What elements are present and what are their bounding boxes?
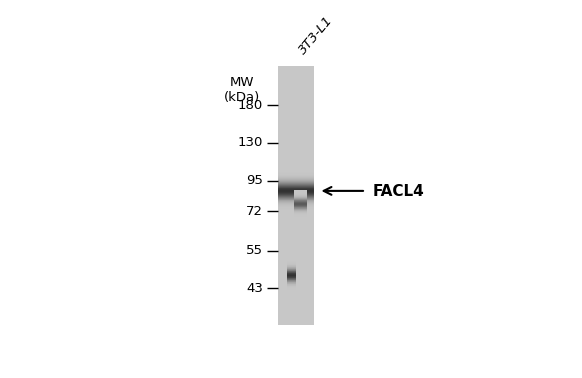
Bar [278, 194, 314, 195]
Bar [288, 270, 296, 271]
Bar [288, 276, 296, 277]
Bar [288, 277, 296, 278]
Bar [288, 283, 296, 284]
Bar [288, 289, 296, 290]
Bar [278, 177, 314, 178]
Bar [278, 203, 314, 204]
Bar [278, 206, 314, 207]
Bar [288, 264, 296, 265]
Bar [278, 190, 314, 191]
Text: FACL4: FACL4 [372, 184, 424, 199]
Bar [278, 193, 314, 194]
Bar [278, 199, 314, 200]
Bar [288, 272, 296, 273]
Bar [288, 282, 296, 283]
Bar [288, 284, 296, 285]
Bar [278, 187, 314, 188]
Bar [288, 263, 296, 264]
Bar [278, 192, 314, 193]
Bar [288, 265, 296, 266]
Bar [278, 197, 314, 198]
Bar [288, 271, 296, 272]
Bar [288, 261, 296, 262]
Bar [278, 207, 314, 208]
Bar [278, 196, 314, 197]
Bar [288, 281, 296, 282]
Bar [278, 172, 314, 173]
Bar [288, 280, 296, 281]
Bar [278, 176, 314, 177]
Bar [278, 180, 314, 181]
Bar [288, 274, 296, 275]
Bar [288, 288, 296, 289]
Bar [288, 260, 296, 261]
Bar [288, 266, 296, 267]
Bar [278, 179, 314, 180]
Bar [278, 201, 314, 202]
Bar [288, 287, 296, 288]
Bar [288, 275, 296, 276]
Bar [278, 208, 314, 209]
Bar [278, 205, 314, 206]
Bar [278, 195, 314, 196]
Bar [288, 268, 296, 269]
Bar [288, 262, 296, 263]
Bar [288, 285, 296, 286]
Text: 95: 95 [246, 174, 263, 187]
Bar [278, 173, 314, 174]
Bar [278, 198, 314, 199]
Bar [278, 200, 314, 201]
Text: 130: 130 [237, 136, 263, 149]
Bar [288, 273, 296, 274]
Bar [278, 191, 314, 192]
Text: 72: 72 [246, 205, 263, 218]
Bar [278, 209, 314, 210]
Bar [278, 204, 314, 205]
Bar [288, 278, 296, 279]
Bar [278, 175, 314, 176]
Bar [278, 182, 314, 183]
Bar [278, 183, 314, 184]
Bar [288, 279, 296, 280]
Text: 180: 180 [238, 99, 263, 112]
Text: 3T3-L1: 3T3-L1 [296, 14, 335, 57]
Text: MW
(kDa): MW (kDa) [223, 76, 260, 104]
Bar [278, 185, 314, 186]
Text: 55: 55 [246, 244, 263, 257]
Bar [278, 184, 314, 185]
Text: 43: 43 [246, 282, 263, 295]
Bar [288, 286, 296, 287]
Bar [278, 186, 314, 187]
Bar [278, 202, 314, 203]
Bar [278, 174, 314, 175]
Bar [278, 188, 314, 189]
Bar [278, 189, 314, 190]
Bar [278, 66, 314, 325]
Bar [288, 267, 296, 268]
Bar [288, 290, 296, 291]
Bar [278, 178, 314, 179]
Bar [288, 269, 296, 270]
Bar [278, 181, 314, 182]
